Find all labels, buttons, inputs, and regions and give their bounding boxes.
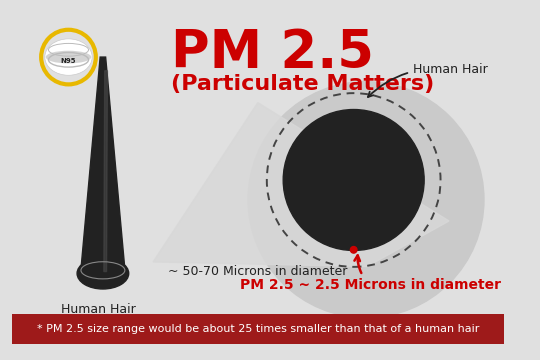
Text: * PM 2.5 size range would be about 25 times smaller than that of a human hair: * PM 2.5 size range would be about 25 ti… (37, 324, 479, 334)
Polygon shape (104, 71, 107, 271)
Text: N95: N95 (60, 58, 76, 64)
Circle shape (248, 82, 484, 318)
Text: PM 2.5: PM 2.5 (171, 27, 374, 78)
Polygon shape (153, 103, 449, 266)
Circle shape (350, 247, 357, 253)
Polygon shape (81, 57, 125, 274)
Text: ~ 50-70 Microns in diameter: ~ 50-70 Microns in diameter (168, 265, 347, 278)
Bar (12, 314, 504, 344)
Ellipse shape (77, 258, 129, 289)
Text: Human Hair: Human Hair (61, 303, 136, 316)
Ellipse shape (48, 41, 90, 66)
Text: (Particulate Matters): (Particulate Matters) (171, 75, 435, 94)
Text: Human Hair: Human Hair (368, 63, 488, 97)
Circle shape (283, 109, 424, 251)
Ellipse shape (46, 51, 91, 63)
Ellipse shape (45, 39, 92, 75)
Text: PM 2.5 ~ 2.5 Microns in diameter: PM 2.5 ~ 2.5 Microns in diameter (240, 255, 501, 292)
